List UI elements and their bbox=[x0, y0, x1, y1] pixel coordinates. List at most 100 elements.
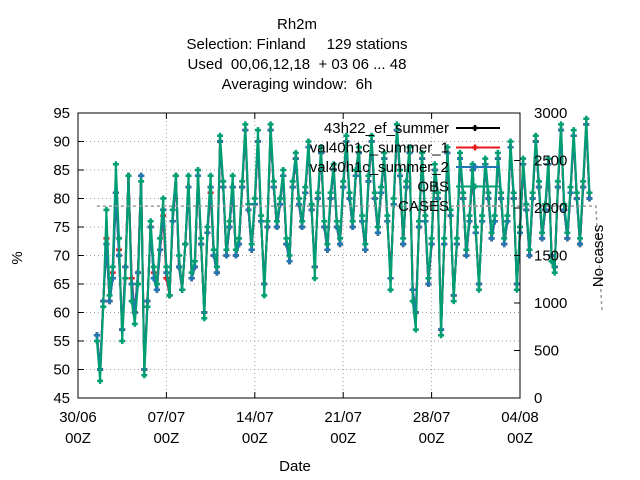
y2-tick-label: 1500 bbox=[534, 248, 567, 265]
series-point bbox=[232, 252, 239, 259]
x-tick-sublabel: 00Z bbox=[330, 430, 356, 447]
series-point bbox=[554, 178, 561, 185]
series-point bbox=[494, 149, 501, 156]
series-point bbox=[337, 241, 344, 248]
series-point bbox=[393, 121, 400, 128]
legend-label-0: 43h22_ef_summer bbox=[324, 120, 449, 137]
series-point bbox=[248, 241, 255, 248]
series-point bbox=[251, 195, 258, 202]
y-tick-label: 75 bbox=[53, 219, 70, 236]
series-point bbox=[327, 189, 334, 196]
x-tick-label: 21/07 bbox=[324, 409, 362, 426]
series-point bbox=[223, 252, 230, 259]
series-point bbox=[314, 189, 321, 196]
series-point bbox=[188, 275, 195, 282]
legend-marker-3 bbox=[472, 183, 478, 190]
y2-tick-label: 500 bbox=[534, 343, 559, 360]
series-point bbox=[488, 235, 495, 242]
series-point bbox=[286, 252, 293, 259]
series-point bbox=[535, 178, 542, 185]
x-tick-sublabel: 00Z bbox=[65, 430, 91, 447]
series-point bbox=[453, 235, 460, 242]
series-point bbox=[106, 292, 113, 299]
series-point bbox=[185, 172, 192, 179]
series-point bbox=[450, 298, 457, 305]
series-point bbox=[586, 195, 593, 202]
series-point bbox=[242, 121, 249, 128]
series-point bbox=[321, 218, 328, 225]
series-point bbox=[226, 218, 233, 225]
series-point bbox=[204, 224, 211, 230]
series-point bbox=[273, 218, 280, 225]
series-point bbox=[112, 161, 119, 168]
series-point bbox=[261, 292, 268, 299]
series-point bbox=[93, 338, 100, 344]
series-point bbox=[248, 246, 255, 253]
legend-marker-2 bbox=[472, 164, 478, 170]
series-point bbox=[507, 138, 514, 145]
series-point bbox=[153, 281, 160, 287]
series-point bbox=[463, 252, 470, 259]
series-point bbox=[576, 241, 583, 248]
x-tick-label: 30/06 bbox=[59, 409, 97, 426]
series-point bbox=[539, 229, 546, 236]
y-axis-label: % bbox=[9, 251, 26, 264]
series-point bbox=[93, 332, 100, 339]
series-point bbox=[311, 275, 318, 282]
y-tick-label: 50 bbox=[53, 362, 70, 379]
series-point bbox=[564, 229, 571, 236]
series-point bbox=[431, 161, 438, 168]
series-point bbox=[267, 121, 274, 128]
series-point bbox=[466, 212, 473, 219]
y-tick-label: 95 bbox=[53, 105, 70, 122]
series-point bbox=[213, 269, 220, 276]
series-point bbox=[289, 178, 296, 185]
series-point bbox=[573, 189, 580, 196]
series-point bbox=[406, 144, 413, 151]
series-point bbox=[223, 246, 230, 253]
series-point bbox=[580, 178, 587, 185]
x-tick-sublabel: 00Z bbox=[153, 430, 179, 447]
series-point bbox=[352, 167, 359, 173]
series-point bbox=[498, 189, 505, 196]
series-point bbox=[365, 172, 372, 179]
series-point bbox=[100, 303, 107, 310]
series-point bbox=[270, 178, 277, 185]
series-point bbox=[109, 263, 116, 270]
series-point bbox=[277, 195, 284, 202]
series-point bbox=[239, 178, 246, 185]
series-point bbox=[400, 235, 407, 242]
series-point bbox=[472, 224, 479, 230]
series-point bbox=[542, 201, 549, 208]
series-point bbox=[236, 235, 243, 242]
series-point bbox=[210, 246, 217, 253]
series-point bbox=[419, 149, 426, 156]
series-point bbox=[400, 241, 407, 248]
series-point bbox=[374, 229, 381, 236]
series-point bbox=[318, 144, 325, 151]
series-point bbox=[463, 246, 470, 253]
series-point bbox=[299, 224, 306, 230]
series-point bbox=[134, 281, 141, 287]
series-point bbox=[482, 155, 489, 162]
series-point bbox=[586, 189, 593, 196]
series-point bbox=[191, 258, 198, 265]
x-tick-label: 14/07 bbox=[236, 409, 274, 426]
series-point bbox=[333, 218, 340, 225]
legend-label-1: val40h1c_summer_1 bbox=[310, 140, 449, 157]
series-point bbox=[302, 184, 309, 191]
y2-tick-label: 0 bbox=[534, 390, 542, 407]
series-point bbox=[422, 212, 429, 219]
series-point bbox=[501, 235, 508, 242]
series-point bbox=[324, 241, 331, 248]
series-point bbox=[529, 189, 536, 196]
series-point bbox=[558, 121, 565, 128]
series-point bbox=[403, 178, 410, 185]
series-point bbox=[409, 298, 416, 305]
series-point bbox=[390, 195, 397, 202]
series-point bbox=[583, 115, 590, 122]
y2-axis-label: No cases bbox=[590, 225, 607, 288]
series-point bbox=[362, 241, 369, 248]
series-point bbox=[144, 303, 151, 310]
